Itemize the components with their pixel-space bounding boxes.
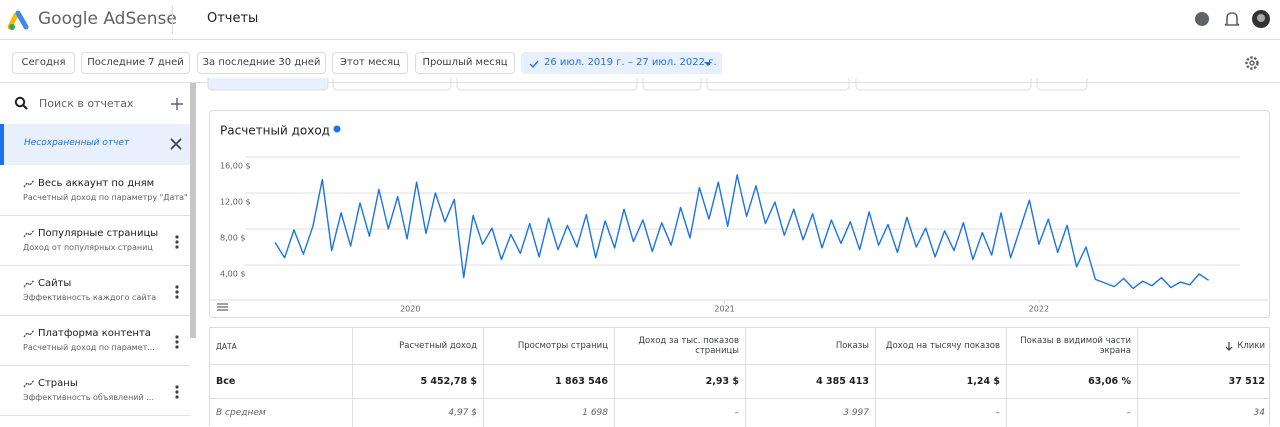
x-tick-label: 2021 [714, 305, 734, 314]
more-menu[interactable] [174, 285, 180, 299]
column-header[interactable]: Клики [1138, 328, 1271, 364]
add-report-icon[interactable] [170, 97, 184, 111]
table-cell: 3 997 [746, 398, 876, 427]
x-tick-label: 2022 [1029, 305, 1049, 314]
separator [0, 82, 1280, 83]
column-header-text: Просмотры страниц [517, 341, 608, 351]
report-item[interactable]: Платформа контента Расчетный доход по пар… [0, 318, 190, 366]
y-tick-label: 8,00 $ [220, 234, 245, 243]
sidebar: Поиск в отчетах Несохраненный отчет Весь… [0, 83, 196, 426]
report-item[interactable]: Страны Эффективность объявлений ... [0, 368, 190, 416]
table-cell: 5 452,78 $ [353, 364, 484, 398]
line-series [274, 174, 1209, 290]
table-cell: 1,24 $ [876, 364, 1007, 398]
table-cell: Все [210, 364, 353, 398]
report-item[interactable]: Весь аккаунт по дням Расчетный доход по п… [0, 168, 190, 216]
logo [8, 10, 29, 30]
search-input[interactable]: Поиск в отчетах [39, 97, 134, 110]
report-icon [23, 179, 35, 188]
settings-icon[interactable] [1243, 54, 1261, 72]
table-cell: 4,97 $ [353, 398, 484, 427]
notifications-icon[interactable] [1224, 12, 1240, 26]
column-header[interactable]: Показы [746, 328, 876, 364]
sort-arrow [1225, 342, 1233, 351]
report-title: Популярные страницы [38, 228, 159, 239]
table-cell: 4 385 413 [746, 364, 876, 398]
search-icon [14, 96, 28, 110]
filter-button[interactable]: Последние 7 дней [81, 52, 190, 74]
header-icons [1195, 10, 1270, 28]
help-icon[interactable] [1195, 12, 1209, 26]
column-header-text: Клики [1237, 341, 1265, 351]
table-cell: 37 512 [1138, 364, 1271, 398]
data-table: ДАТА Расчетный доход Просмотры страниц Дохо… [209, 327, 1271, 427]
column-header[interactable]: Доход на тысячу показов [876, 328, 1007, 364]
report-item[interactable]: Сайты Эффективность каждого сайта [0, 268, 190, 316]
report-icon [23, 379, 35, 388]
column-header[interactable]: ДАТА [210, 328, 353, 364]
table-cell: – [1007, 398, 1138, 427]
chart-card [209, 110, 1270, 318]
report-title: Страны [38, 378, 78, 389]
section-title: Отчеты [207, 11, 259, 26]
column-header-text: ДАТА [216, 341, 237, 351]
column-header[interactable]: Доход за тыс. показов страницы [615, 328, 746, 364]
report-subtitle: Доход от популярных страниц [23, 243, 153, 252]
y-tick-label: 4,00 $ [220, 270, 245, 279]
report-subtitle: Расчетный доход по парамет... [23, 343, 155, 352]
report-title: Платформа контента [38, 328, 151, 339]
date-icons [529, 60, 712, 69]
table-cell: 1 698 [484, 398, 615, 427]
date-range-button[interactable]: 26 июл. 2019 г. – 27 июл. 2022 г. [521, 52, 722, 74]
product-name: Google AdSense [38, 9, 177, 29]
table-cell: 1 863 546 [484, 364, 615, 398]
table-cell: – [615, 398, 746, 427]
filter-button[interactable]: За последние 30 дней [197, 52, 326, 74]
close-icon[interactable] [170, 138, 182, 150]
report-subtitle: Расчетный доход по параметру "Дата" [23, 193, 188, 202]
current-report[interactable]: Несохраненный отчет [0, 124, 190, 165]
legend-label: Расчетный доход [220, 124, 330, 138]
chart-menu-icon[interactable] [217, 303, 228, 311]
report-subtitle: Эффективность каждого сайта [23, 293, 157, 302]
report-subtitle: Эффективность объявлений ... [23, 393, 154, 402]
column-header[interactable]: Показы в видимой части экрана [1007, 328, 1138, 364]
filter-button[interactable]: Сегодня [12, 52, 75, 74]
column-header-text: Доход на тысячу показов [885, 341, 1000, 351]
y-tick-label: 16,00 $ [220, 162, 251, 171]
column-header[interactable]: Просмотры страниц [484, 328, 615, 364]
report-icon [23, 279, 35, 288]
top-bar: Google AdSense Отчеты [0, 0, 1280, 40]
divider [172, 6, 173, 34]
table-cell: 34 [1138, 398, 1271, 427]
filter-button[interactable]: Этот месяц [332, 52, 408, 74]
column-header-text: Показы в видимой части экрана [1020, 336, 1131, 356]
column-header[interactable]: Расчетный доход [353, 328, 484, 364]
report-title: Сайты [38, 278, 72, 289]
more-menu[interactable] [174, 235, 180, 249]
table-cell: 63,06 % [1007, 364, 1138, 398]
legend-marker [333, 125, 341, 133]
report-icon [23, 329, 35, 338]
column-header-text: Доход за тыс. показов страницы [638, 336, 739, 356]
table-cell: В среднем [210, 398, 353, 427]
more-menu[interactable] [174, 385, 180, 399]
table-cell: – [876, 398, 1007, 427]
current-report-title: Несохраненный отчет [24, 138, 130, 148]
report-icon [23, 229, 35, 238]
scrollbar[interactable] [190, 83, 196, 338]
y-tick-label: 12,00 $ [220, 198, 251, 207]
table-cell: 2,93 $ [615, 364, 746, 398]
column-header-text: Расчетный доход [399, 341, 477, 351]
more-menu[interactable] [174, 335, 180, 349]
hidden-toolbar [207, 78, 1088, 91]
x-tick-label: 2020 [400, 305, 420, 314]
filter-button[interactable]: Прошлый месяц [415, 52, 515, 74]
report-item[interactable]: Популярные страницы Доход от популярных с… [0, 218, 190, 266]
column-header-text: Показы [835, 341, 869, 351]
report-title: Весь аккаунт по дням [38, 178, 155, 189]
